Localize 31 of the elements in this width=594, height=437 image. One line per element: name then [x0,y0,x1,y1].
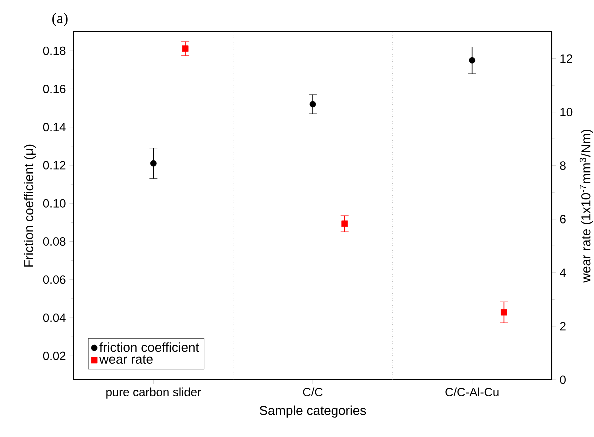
y-tick-label: 0.10 [43,199,66,208]
point [469,57,476,64]
y-tick-label: 0.04 [43,314,66,322]
y-tick-label: 0.06 [43,276,66,284]
y-tick-label: 0.12 [43,161,66,170]
y-tick-label: 0.18 [43,46,66,56]
y-tick-label: 0.08 [43,238,66,246]
point [342,220,348,228]
point [150,160,157,167]
y2-tick-label: 2 [560,322,566,331]
y2-tick-label: 8 [560,162,566,170]
y2-tick-label: 10 [560,108,573,117]
y-tick-label: 0.16 [43,84,66,94]
y2-tick-label: 0 [560,376,566,384]
point [501,309,508,316]
x-tick-label: C/C [303,388,323,397]
x-tick-label: pure carbon slider [106,388,202,399]
y2-tick-label: 6 [560,215,566,224]
point [310,101,316,108]
y-tick-label: 0.02 [43,352,66,360]
chart-title: (a) [52,12,68,27]
point [182,46,189,52]
legend-label: friction coefficient [100,342,200,352]
legend-label: wear rate [99,356,153,364]
y-tick-label: 0.14 [43,123,66,132]
y2-tick-label: 4 [560,268,566,278]
x-axis-title: Sample categories [260,406,366,418]
x-tick-label: C/C-Al-Cu [446,388,499,397]
y2-tick-label: 12 [560,54,572,63]
y2-axis-title: wear rate (1x10$^{-7}$mm$^{3}$/Nm) [580,130,594,283]
y-axis-title: Friction coefficient (μ) [24,144,36,267]
